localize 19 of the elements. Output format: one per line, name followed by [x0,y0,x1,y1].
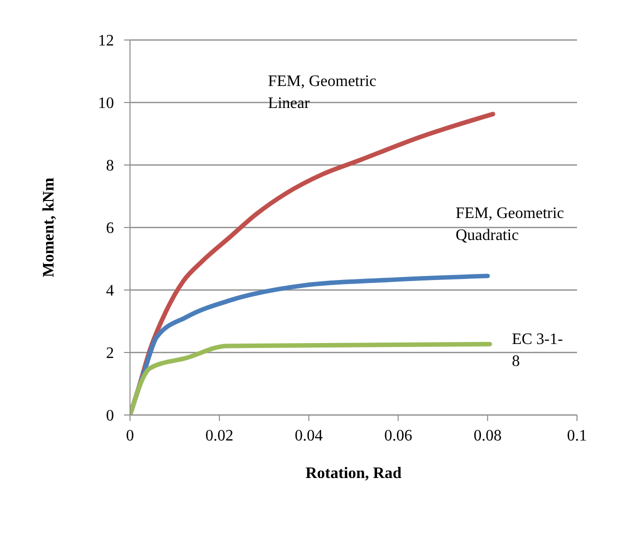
y-tick-label: 4 [106,282,114,300]
y-tick-label: 8 [106,158,114,175]
x-tick-label: 0.02 [205,427,234,444]
x-tick-label: 0 [126,427,134,444]
x-tick-label: 0.1 [567,427,587,444]
y-tick-label: 10 [98,95,114,112]
line-series [130,342,492,415]
y-tick-label: 0 [106,408,114,425]
x-tick-label: 0.06 [384,427,412,444]
y-axis-title: Moment, kNm [40,177,58,278]
x-tick-label: 0.04 [294,427,323,444]
text: FEM, Geometric Linear [268,73,376,112]
y-tick-label: 6 [106,220,114,238]
series-label: EC 3-1-8 [512,331,563,370]
y-tick-label: 2 [106,345,114,362]
text: FEM, Geometric Quadratic [456,204,564,244]
y-tick-label: 12 [98,32,114,50]
x-tick-label: 0.08 [474,427,502,444]
x-axis-title: Rotation, Rad [305,465,402,482]
